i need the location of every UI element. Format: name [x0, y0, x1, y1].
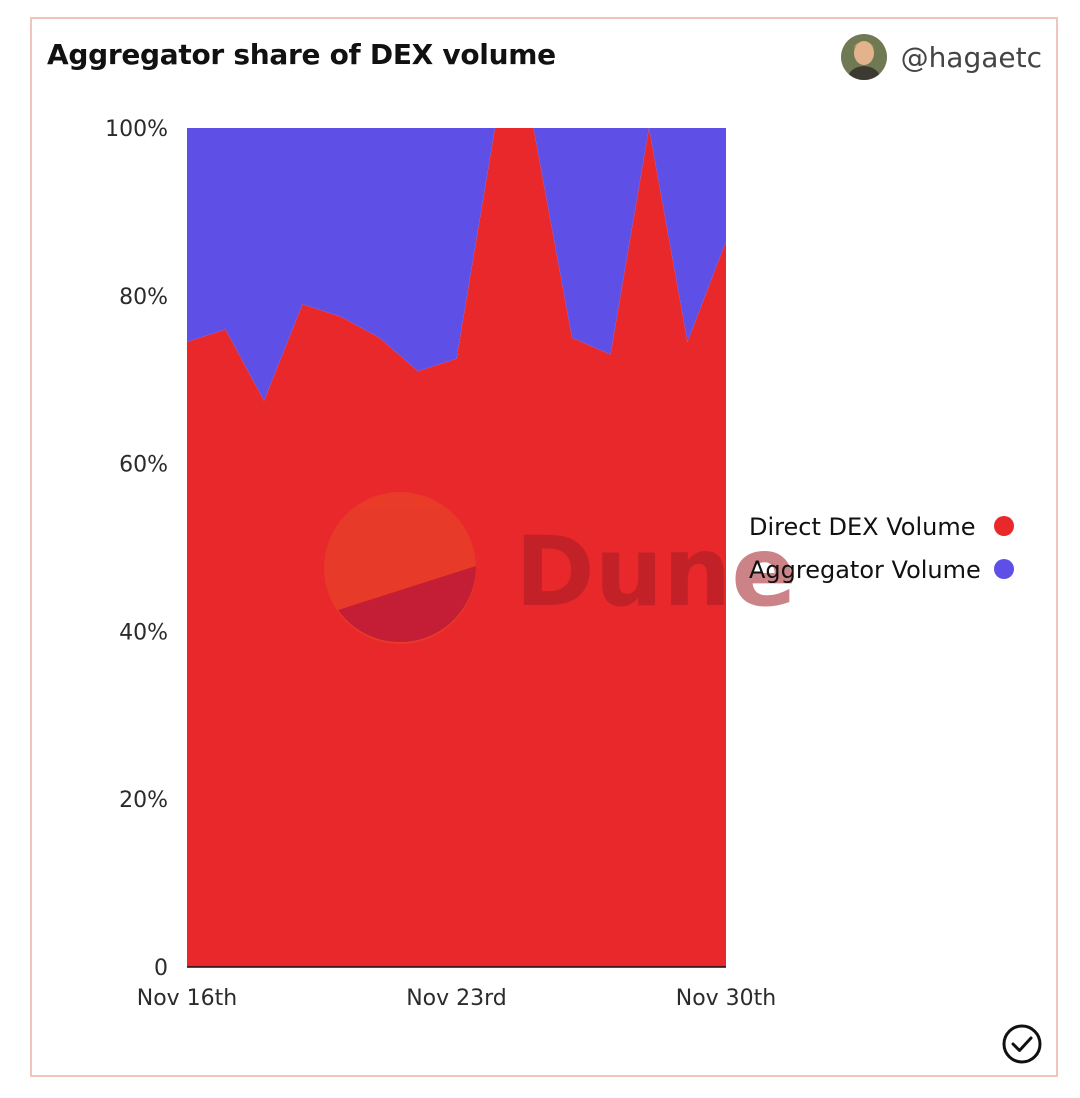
x-tick-label: Nov 16th	[137, 986, 238, 1011]
check-circle-icon[interactable]	[1002, 1024, 1042, 1064]
y-axis: 0 20% 40% 60% 80% 100%	[105, 117, 168, 981]
author-badge[interactable]: @hagaetc	[840, 34, 1042, 80]
y-tick-label: 60%	[119, 453, 168, 478]
y-tick-label: 80%	[119, 285, 168, 310]
user-avatar[interactable]	[840, 34, 887, 80]
chart-title: Aggregator share of DEX volume	[47, 38, 556, 71]
legend: Direct DEX Volume Aggregator Volume	[749, 513, 1014, 584]
watermark-text: Dune	[515, 516, 796, 628]
x-tick-label: Nov 30th	[676, 986, 777, 1011]
legend-swatch	[994, 516, 1014, 536]
x-axis: Nov 16th Nov 23rd Nov 30th	[137, 966, 777, 1011]
author-handle[interactable]: @hagaetc	[900, 40, 1042, 74]
y-tick-label: 40%	[119, 620, 168, 645]
y-tick-label: 100%	[105, 117, 168, 142]
legend-swatch	[994, 559, 1014, 579]
series-area-1	[187, 128, 726, 401]
x-tick-label: Nov 23rd	[406, 986, 507, 1011]
dune-watermark: Dune	[324, 492, 796, 644]
legend-label: Aggregator Volume	[749, 556, 981, 584]
legend-label: Direct DEX Volume	[749, 513, 975, 541]
y-tick-label: 20%	[119, 788, 168, 813]
y-tick-label: 0	[154, 956, 168, 981]
